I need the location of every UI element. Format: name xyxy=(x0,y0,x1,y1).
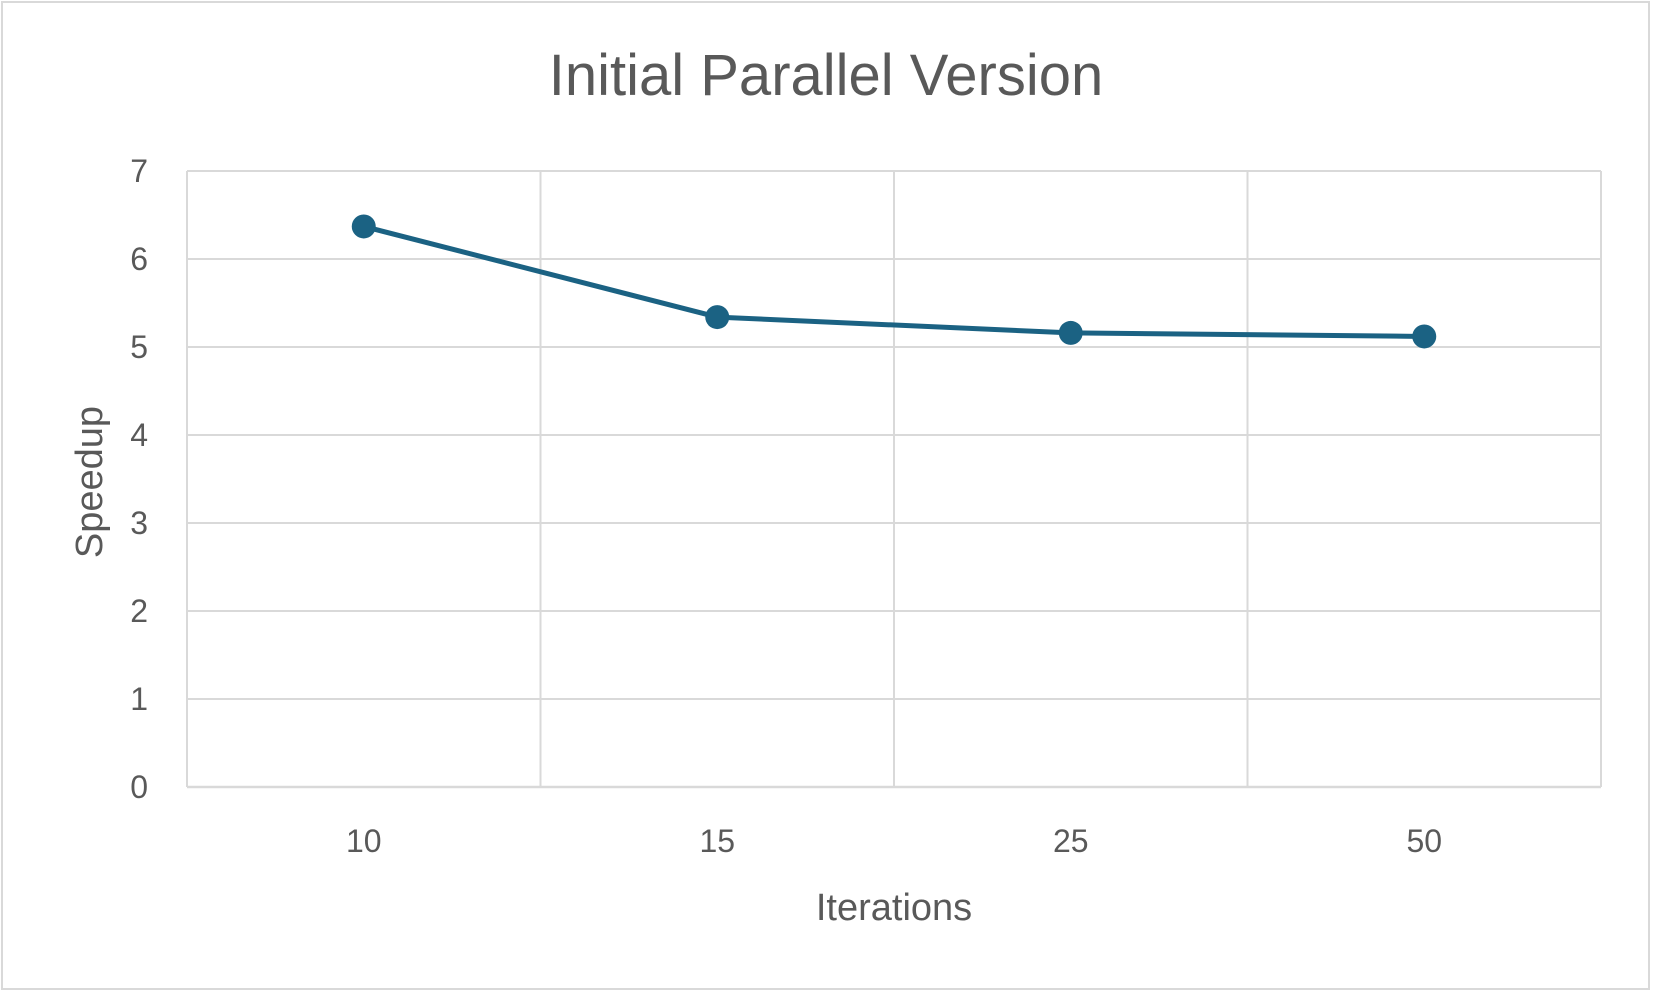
x-axis-ticks: 10 15 25 50 xyxy=(346,823,1442,859)
y-tick-label: 0 xyxy=(130,769,148,805)
x-tick-label: 50 xyxy=(1406,823,1442,859)
data-point xyxy=(351,214,376,239)
x-tick-label: 15 xyxy=(699,823,735,859)
y-tick-label: 4 xyxy=(130,417,148,453)
y-tick-label: 1 xyxy=(130,681,148,717)
y-tick-label: 7 xyxy=(130,153,148,189)
chart-title: Initial Parallel Version xyxy=(549,43,1104,108)
y-axis-ticks: 0 1 2 3 4 5 6 7 xyxy=(130,153,148,805)
data-point xyxy=(705,305,730,330)
data-point xyxy=(1412,324,1437,349)
y-tick-label: 2 xyxy=(130,593,148,629)
y-tick-label: 3 xyxy=(130,505,148,541)
x-axis-title: Iterations xyxy=(816,887,972,929)
y-tick-label: 6 xyxy=(130,241,148,277)
series-line xyxy=(361,223,1427,339)
grid-lines xyxy=(186,170,1602,789)
y-tick-label: 5 xyxy=(130,329,148,365)
series-layer xyxy=(351,214,1437,349)
y-axis-title: Speedup xyxy=(69,406,111,558)
data-point xyxy=(1058,320,1083,345)
x-tick-label: 25 xyxy=(1053,823,1089,859)
x-tick-label: 10 xyxy=(346,823,382,859)
